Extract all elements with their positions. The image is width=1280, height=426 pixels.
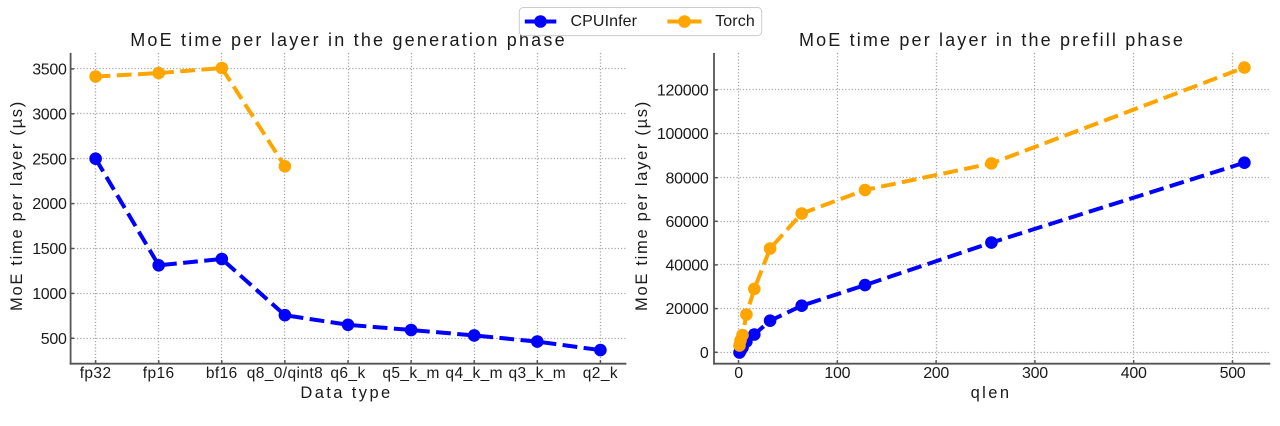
svg-text:0: 0	[734, 365, 743, 382]
svg-text:MoE time per layer in the pref: MoE time per layer in the prefill phase	[799, 30, 1185, 50]
svg-text:MoE time per layer in the gene: MoE time per layer in the generation pha…	[130, 30, 567, 50]
svg-text:200: 200	[923, 365, 949, 382]
svg-text:2000: 2000	[32, 196, 67, 213]
svg-text:80000: 80000	[666, 170, 709, 187]
svg-text:fp32: fp32	[80, 365, 112, 382]
svg-text:1000: 1000	[32, 286, 67, 303]
svg-text:q5_k_m: q5_k_m	[382, 365, 440, 382]
svg-text:2500: 2500	[32, 151, 67, 168]
svg-text:100: 100	[824, 365, 850, 382]
svg-text:0: 0	[700, 345, 709, 362]
svg-text:Torch: Torch	[715, 13, 755, 30]
svg-text:3500: 3500	[32, 62, 67, 79]
svg-text:40000: 40000	[666, 258, 709, 275]
svg-text:bf16: bf16	[206, 365, 238, 382]
svg-text:q2_k: q2_k	[583, 365, 618, 382]
svg-text:100000: 100000	[657, 126, 709, 143]
svg-text:q4_k_m: q4_k_m	[445, 365, 503, 382]
svg-text:q8_0/qint8: q8_0/qint8	[247, 365, 323, 382]
svg-text:CPUInfer: CPUInfer	[571, 13, 638, 30]
svg-text:400: 400	[1121, 365, 1147, 382]
svg-text:MoE time per layer (µs): MoE time per layer (µs)	[633, 100, 651, 311]
svg-text:500: 500	[1220, 365, 1246, 382]
svg-text:Data type: Data type	[300, 384, 392, 402]
svg-text:qlen: qlen	[971, 384, 1012, 402]
svg-text:300: 300	[1022, 365, 1048, 382]
svg-text:1500: 1500	[32, 241, 67, 258]
svg-text:q6_k: q6_k	[330, 365, 365, 382]
svg-text:q3_k_m: q3_k_m	[509, 365, 567, 382]
svg-text:3000: 3000	[32, 106, 67, 123]
svg-text:60000: 60000	[666, 214, 709, 231]
svg-text:500: 500	[41, 331, 67, 348]
svg-text:120000: 120000	[657, 83, 709, 100]
svg-text:fp16: fp16	[143, 365, 175, 382]
svg-text:MoE time per layer (µs): MoE time per layer (µs)	[8, 100, 26, 311]
svg-text:20000: 20000	[666, 301, 709, 318]
